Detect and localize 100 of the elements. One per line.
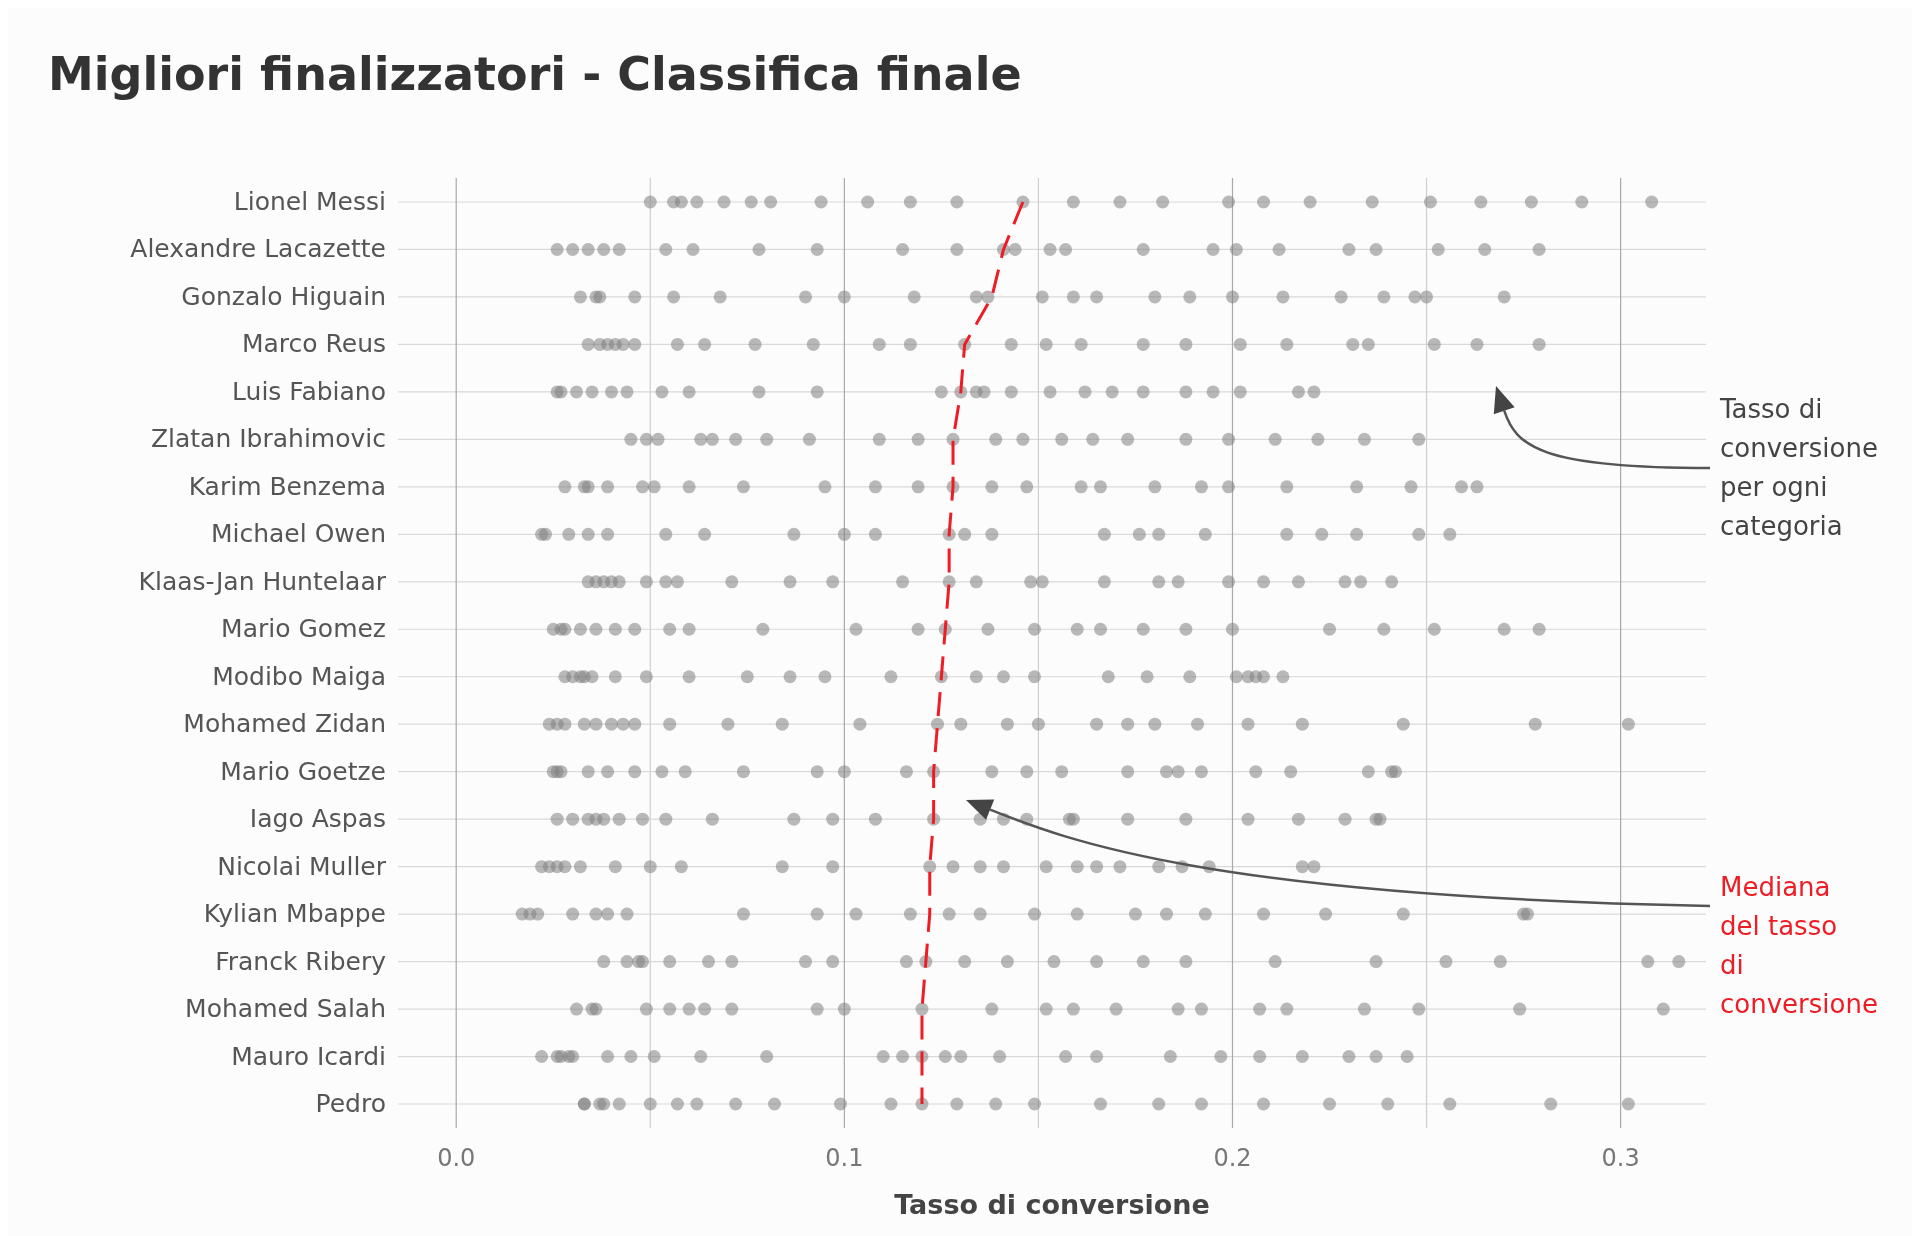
point — [985, 1002, 999, 1016]
point — [612, 242, 626, 256]
point — [620, 955, 634, 969]
point — [833, 1097, 847, 1111]
point — [985, 765, 999, 779]
point — [1152, 575, 1166, 589]
y-tick-label: Zlatan Ibrahimovic — [150, 424, 386, 454]
point — [1225, 622, 1239, 636]
point — [705, 812, 719, 826]
point — [1412, 1002, 1426, 1016]
point — [566, 812, 580, 826]
point — [1276, 290, 1290, 304]
point — [1621, 717, 1635, 731]
point — [1043, 242, 1057, 256]
point — [601, 527, 615, 541]
point — [1334, 290, 1348, 304]
point — [837, 1002, 851, 1016]
point — [729, 432, 743, 446]
point — [787, 527, 801, 541]
point — [1621, 1097, 1635, 1111]
point — [1090, 290, 1104, 304]
point — [760, 1050, 774, 1064]
point — [1257, 907, 1271, 921]
point — [1028, 622, 1042, 636]
point — [1152, 527, 1166, 541]
point — [1357, 1002, 1371, 1016]
point — [1389, 765, 1402, 779]
point — [1396, 717, 1410, 731]
point — [624, 432, 638, 446]
point — [1039, 860, 1053, 874]
point — [1020, 480, 1034, 494]
point — [1323, 1097, 1337, 1111]
point — [826, 860, 840, 874]
point — [550, 812, 564, 826]
point — [608, 860, 622, 874]
point — [558, 717, 572, 731]
point — [562, 527, 576, 541]
point — [1295, 860, 1309, 874]
point — [1443, 527, 1457, 541]
point — [1136, 242, 1150, 256]
point — [616, 717, 630, 731]
point — [1291, 385, 1305, 399]
point — [585, 670, 599, 684]
point — [989, 1097, 1003, 1111]
point — [1055, 765, 1069, 779]
point — [744, 195, 758, 209]
point — [589, 1002, 603, 1016]
point — [1121, 717, 1135, 731]
point — [566, 907, 580, 921]
point — [1121, 812, 1135, 826]
point — [1179, 385, 1193, 399]
point — [810, 907, 824, 921]
point — [942, 575, 956, 589]
point — [601, 907, 615, 921]
point — [1528, 717, 1542, 731]
point — [1369, 1050, 1383, 1064]
point — [639, 575, 653, 589]
point — [601, 1050, 615, 1064]
point — [604, 717, 618, 731]
point — [977, 385, 991, 399]
point — [1346, 337, 1360, 351]
point — [1000, 955, 1014, 969]
point — [1253, 1002, 1267, 1016]
point — [647, 1050, 661, 1064]
point — [853, 717, 867, 731]
point — [573, 860, 587, 874]
point — [1097, 575, 1111, 589]
point — [911, 622, 925, 636]
point — [958, 955, 972, 969]
point — [694, 1050, 708, 1064]
point — [826, 955, 840, 969]
point — [636, 480, 650, 494]
point — [1171, 575, 1185, 589]
point — [1055, 432, 1069, 446]
point — [1179, 955, 1193, 969]
x-axis-title: Tasso di conversione — [894, 1189, 1210, 1220]
point — [903, 337, 917, 351]
point — [748, 337, 762, 351]
point — [1074, 337, 1088, 351]
point — [1307, 385, 1321, 399]
point — [1222, 432, 1236, 446]
point — [1532, 622, 1546, 636]
point — [783, 670, 797, 684]
point — [682, 1002, 696, 1016]
point — [752, 242, 766, 256]
point — [1257, 575, 1271, 589]
point — [872, 432, 886, 446]
y-tick-label: Modibo Maiga — [212, 661, 386, 691]
point — [985, 527, 999, 541]
point — [1361, 765, 1375, 779]
point — [973, 860, 987, 874]
point — [1233, 337, 1247, 351]
point — [872, 337, 886, 351]
point — [1105, 385, 1119, 399]
y-tick-label: Michael Owen — [210, 519, 386, 549]
point — [837, 527, 851, 541]
point — [1319, 907, 1333, 921]
y-tick-label: Mohamed Zidan — [183, 709, 386, 739]
point — [1179, 337, 1193, 351]
point — [1229, 670, 1243, 684]
